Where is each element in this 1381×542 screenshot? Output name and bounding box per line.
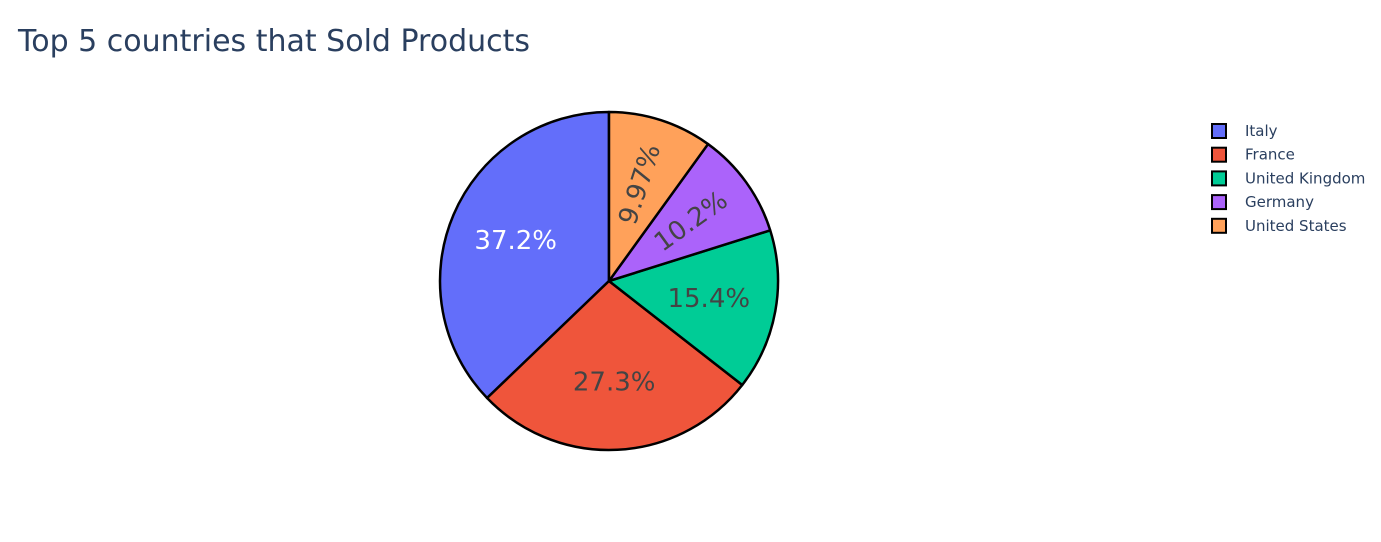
legend-label-united-states[interactable]: United States — [1245, 217, 1347, 235]
legend-swatch-france[interactable] — [1211, 146, 1227, 163]
legend: Italy France United Kingdom Germany United S… — [1211, 122, 1365, 235]
pie-slice-label-united-kingdom: 15.4% — [667, 284, 750, 314]
pie-slices — [438, 110, 780, 452]
pie-slice-label-italy: 37.2% — [474, 226, 557, 256]
legend-swatch-germany[interactable] — [1211, 194, 1227, 211]
legend-swatch-italy[interactable] — [1211, 123, 1227, 139]
pie-slice-germany — [607, 142, 772, 283]
pie-slice-italy — [438, 110, 611, 400]
pie-slice-france — [485, 279, 744, 452]
legend-label-germany[interactable]: Germany — [1245, 193, 1314, 211]
legend-label-italy[interactable]: Italy — [1245, 122, 1278, 140]
pie-slice-united-states — [607, 110, 710, 283]
legend-label-united-kingdom[interactable]: United Kingdom — [1245, 169, 1365, 187]
legend-swatch-united-states[interactable] — [1211, 217, 1227, 234]
legend-label-france[interactable]: France — [1245, 146, 1295, 164]
chart-title: Top 5 countries that Sold Products — [17, 24, 530, 59]
pie-slice-label-france: 27.3% — [573, 367, 656, 397]
legend-swatch-united-kingdom[interactable] — [1211, 170, 1227, 187]
